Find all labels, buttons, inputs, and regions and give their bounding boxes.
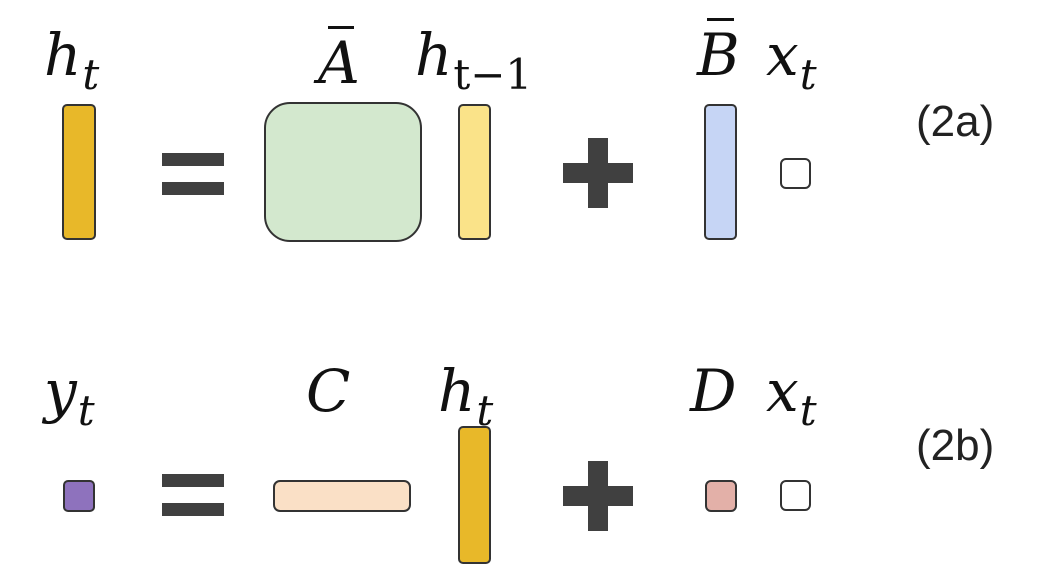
scalar-x-t	[780, 480, 811, 511]
symbol-h-t-minus-1: ht−1	[415, 21, 533, 99]
equals-sign	[162, 153, 224, 195]
symbol-d: D	[690, 357, 737, 425]
equation-2b: yt C ht D xt (2b)	[0, 290, 1045, 582]
equals-sign	[162, 474, 224, 516]
symbol-h-t: ht	[438, 357, 494, 435]
vector-h-t	[458, 426, 491, 564]
scalar-d	[705, 480, 737, 512]
symbol-b-bar: B	[697, 18, 740, 89]
equation-2a: ht A ht−1 B xt (2a)	[0, 0, 1045, 290]
plus-sign	[563, 138, 633, 208]
matrix-a-bar	[264, 102, 422, 242]
symbol-h-t: ht	[44, 21, 100, 99]
symbol-c: C	[306, 357, 351, 425]
plus-sign	[563, 461, 633, 531]
vector-h-t	[62, 104, 96, 240]
scalar-y-t	[63, 480, 95, 512]
equation-label-2a: (2a)	[916, 97, 995, 146]
vector-h-t-minus-1	[458, 104, 491, 240]
scalar-x-t	[780, 158, 811, 189]
matrix-c	[273, 480, 411, 512]
symbol-y-t: yt	[44, 357, 95, 435]
symbol-a-bar: A	[318, 26, 360, 97]
symbol-x-t: xt	[766, 21, 817, 99]
symbol-x-t: xt	[766, 357, 817, 435]
equation-label-2b: (2b)	[916, 421, 995, 470]
vector-b-bar	[704, 104, 737, 240]
